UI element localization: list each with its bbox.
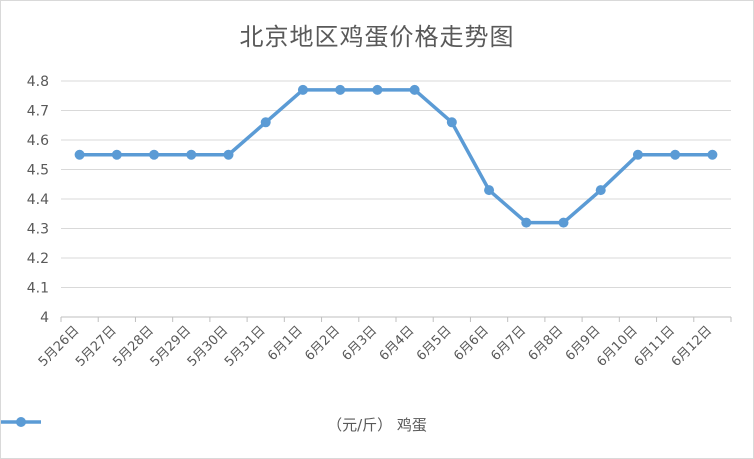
- x-tick-label: 6月4日: [377, 323, 418, 364]
- y-tick-label: 4.7: [27, 104, 49, 120]
- data-point: [484, 185, 495, 196]
- data-point: [595, 185, 606, 196]
- x-tick-label: 6月3日: [340, 323, 381, 364]
- x-tick-label: 6月8日: [526, 323, 567, 364]
- data-point: [446, 117, 457, 128]
- data-point: [149, 149, 160, 160]
- x-tick-label: 6月5日: [414, 323, 455, 364]
- data-point: [111, 149, 122, 160]
- y-tick-label: 4.5: [27, 163, 49, 179]
- legend: （元/斤） 鸡蛋: [1, 414, 753, 435]
- data-point: [632, 149, 643, 160]
- x-tick-label: 6月7日: [488, 323, 529, 364]
- data-point: [297, 84, 308, 95]
- y-tick-label: 4.2: [27, 251, 49, 267]
- y-tick-label: 4.6: [27, 133, 49, 149]
- y-tick-label: 4.1: [27, 281, 49, 297]
- x-tick-label: 6月12日: [669, 323, 716, 370]
- y-tick-label: 4.4: [27, 192, 49, 208]
- x-tick-label: 5月31日: [222, 323, 269, 370]
- x-tick-label: 6月2日: [302, 323, 343, 364]
- data-point: [335, 84, 346, 95]
- series: [74, 84, 718, 228]
- y-tick-label: 4.8: [27, 74, 49, 90]
- legend-swatch: [1, 417, 41, 427]
- data-point: [223, 149, 234, 160]
- series-line: [79, 88, 713, 225]
- data-point: [409, 84, 420, 95]
- data-point: [707, 149, 718, 160]
- data-point: [372, 84, 383, 95]
- y-axis-labels: 4 4.1 4.2 4.3 4.4 4.5 4.6 4.7 4.8: [27, 74, 49, 326]
- legend-label: （元/斤） 鸡蛋: [327, 416, 427, 434]
- y-tick-label: 4.3: [27, 222, 49, 238]
- chart-title: 北京地区鸡蛋价格走势图: [239, 23, 515, 51]
- data-point: [670, 149, 681, 160]
- x-tick-label: 6月6日: [451, 323, 492, 364]
- data-point: [260, 117, 271, 128]
- data-point: [74, 149, 85, 160]
- gridlines: [61, 80, 731, 318]
- data-point: [521, 217, 532, 228]
- data-point: [558, 217, 569, 228]
- x-axis-labels: 5月26日5月27日5月28日5月29日5月30日5月31日6月1日6月2日6月…: [36, 323, 715, 370]
- data-point: [186, 149, 197, 160]
- x-tick-label: 6月1日: [265, 323, 306, 364]
- x-axis-ticks: [60, 317, 732, 322]
- y-tick-label: 4: [40, 310, 49, 326]
